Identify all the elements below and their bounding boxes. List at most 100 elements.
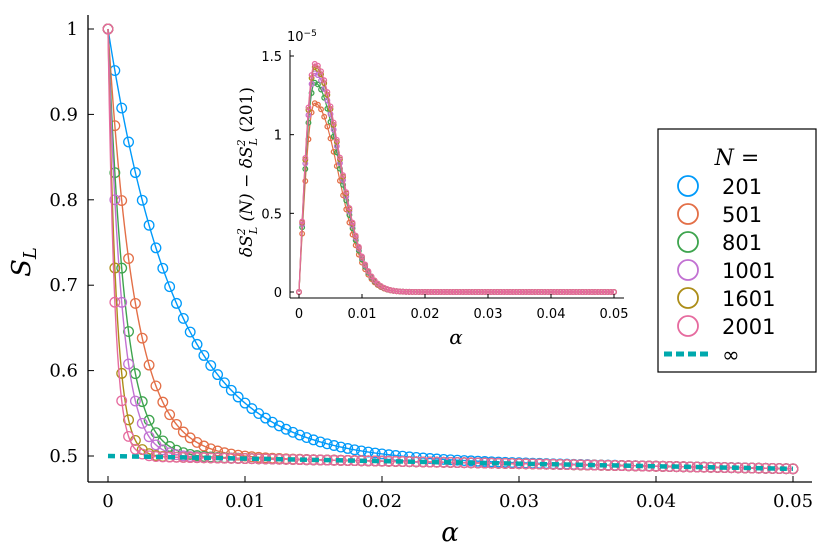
data-point <box>705 461 717 473</box>
main-x-tick-label: 0.02 <box>362 491 402 512</box>
inset-data-point <box>579 289 586 295</box>
legend-entries: 201 501 801 1001 1601 2001 ∞ <box>664 175 775 367</box>
legend-label: 501 <box>722 203 762 227</box>
data-point <box>136 396 148 408</box>
inset-data-point <box>318 86 324 93</box>
data-point <box>150 242 162 254</box>
legend-entry-1601: 1601 <box>677 287 775 311</box>
legend-label: ∞ <box>722 343 740 367</box>
data-point <box>136 417 148 429</box>
data-point <box>787 463 799 475</box>
inset-data-point <box>403 288 410 295</box>
inset-data-point <box>412 289 419 295</box>
main-x-ticks: 0 0.01 0.02 0.03 0.04 0.05 <box>102 476 813 512</box>
inset-data-point <box>601 289 608 295</box>
inset-data-point <box>529 289 536 295</box>
inset-data-point <box>541 289 548 295</box>
inset-data-point <box>314 62 321 69</box>
data-point <box>527 458 539 470</box>
data-point <box>136 194 148 206</box>
legend-circle-swatch <box>677 315 699 337</box>
inset-data-point <box>434 289 441 295</box>
inset-data-point <box>507 289 513 295</box>
inset-data-point <box>522 289 529 295</box>
inset-x-tick-label: 0.04 <box>537 307 566 322</box>
main-x-tick-label: 0.05 <box>773 491 813 512</box>
inset-data-point <box>318 106 324 113</box>
inset-data-point <box>459 289 466 295</box>
data-point <box>198 350 210 361</box>
inset-y-ticks: 0 0.5 1 1.5 <box>261 50 294 301</box>
data-point <box>164 281 176 293</box>
data-point <box>369 447 381 459</box>
inset-data-point <box>595 289 602 295</box>
data-point <box>362 446 374 458</box>
inset-data-point <box>469 289 476 295</box>
inset-data-point <box>415 289 422 295</box>
legend-label: 1001 <box>722 259 775 283</box>
svg-text:δS2L (N) − δS2L (201): δS2L (N) − δS2L (201) <box>235 87 260 257</box>
inset-data-point <box>557 289 564 295</box>
inset-data-point <box>491 289 498 295</box>
inset-data-point <box>573 289 580 295</box>
data-point <box>116 395 128 407</box>
data-point <box>273 420 285 432</box>
data-point <box>136 448 148 460</box>
inset-data-point <box>488 289 495 295</box>
data-point <box>609 460 621 471</box>
legend-label: 801 <box>722 231 762 255</box>
data-point <box>225 384 237 396</box>
data-point <box>123 136 135 148</box>
data-point <box>314 436 326 448</box>
data-point <box>177 426 189 438</box>
inset-x-tick-label: 0.03 <box>474 307 503 322</box>
inset-y-tick-label: 0.5 <box>261 207 282 222</box>
main-y-tick-label: 1 <box>67 19 78 40</box>
legend-label: 201 <box>722 175 762 199</box>
data-point <box>321 454 333 466</box>
data-point <box>109 167 121 179</box>
inset-data-point <box>453 289 460 295</box>
inset-data-point <box>314 101 321 108</box>
data-point <box>102 23 114 35</box>
inset-data-point <box>381 284 387 291</box>
inset-y-tick-label: 1.5 <box>261 50 282 65</box>
inset-data-point <box>466 289 473 295</box>
data-point <box>184 326 196 338</box>
inset-data-point <box>447 289 454 295</box>
data-point <box>129 297 141 309</box>
inset-data-point <box>406 288 413 295</box>
inset-data-point <box>343 189 350 196</box>
inset-series-2001 <box>296 60 617 295</box>
inset-data-point <box>359 253 365 260</box>
inset-data-point <box>409 288 416 295</box>
inset-data-point <box>371 277 378 284</box>
inset-data-point <box>428 289 435 295</box>
inset-data-point <box>302 154 309 161</box>
data-point <box>719 462 730 473</box>
inset-x-axis-label: α <box>449 325 463 349</box>
main-y-tick-label: 0.8 <box>49 190 78 211</box>
main-x-tick-label: 0.04 <box>636 491 676 512</box>
data-point <box>171 418 182 430</box>
inset-x-ticks: 0 0.01 0.02 0.03 0.04 0.05 <box>295 294 628 322</box>
legend-circle-swatch <box>677 287 699 309</box>
data-point <box>198 440 210 452</box>
data-point <box>157 444 169 456</box>
inset-data-point <box>324 89 331 96</box>
legend-label: 1601 <box>722 287 775 311</box>
inset-data-point <box>396 288 403 295</box>
legend: N = 201 501 801 1001 1601 2001 ∞ <box>657 128 817 373</box>
main-x-axis-label: α <box>441 518 459 548</box>
inset-y-tick-label: 1 <box>274 129 282 144</box>
inset-data-point <box>589 289 595 295</box>
data-point <box>191 338 203 350</box>
legend-entry-801: 801 <box>677 231 762 255</box>
data-point <box>157 396 169 408</box>
data-point <box>335 441 347 453</box>
inset-y-tick-label: 0 <box>274 286 282 301</box>
inset-data-point <box>607 289 614 295</box>
data-point <box>623 460 635 472</box>
data-point <box>321 438 333 450</box>
data-point <box>129 167 141 179</box>
